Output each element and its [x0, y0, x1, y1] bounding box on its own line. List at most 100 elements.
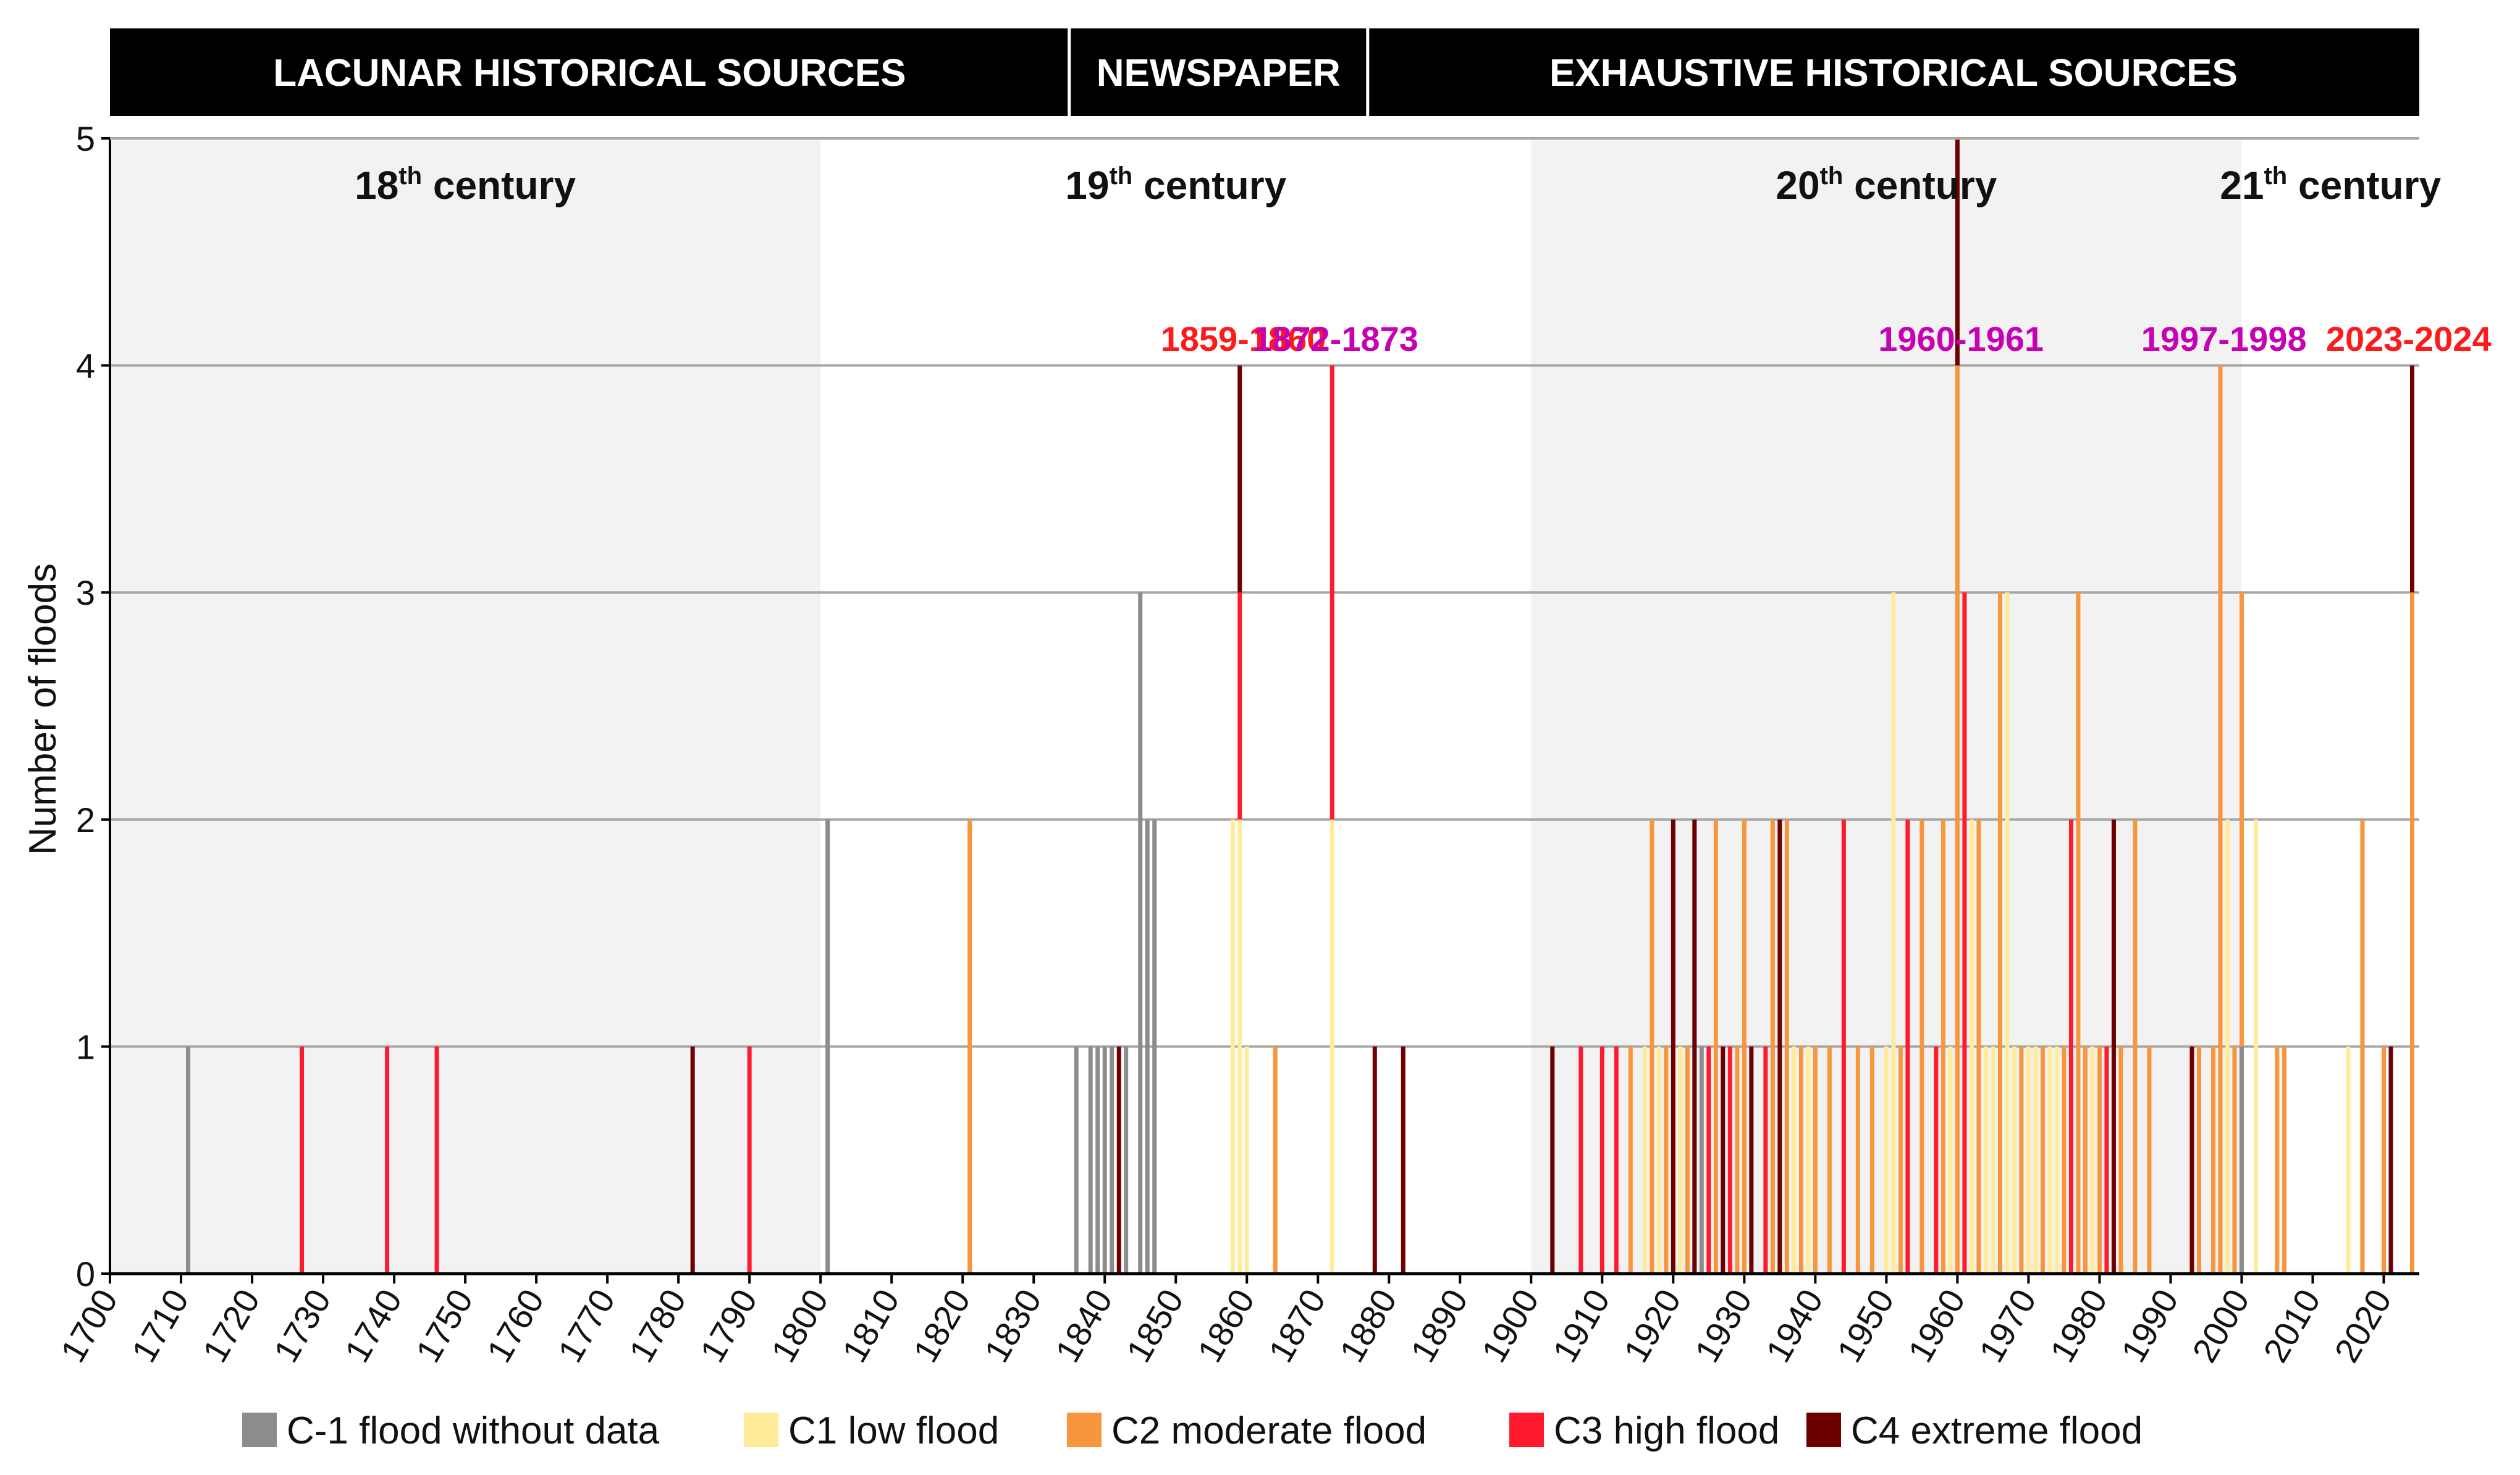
- bar-1967-C1-77: [2005, 592, 2010, 1274]
- legend-label-C2: C2 moderate flood: [1111, 1410, 1426, 1452]
- bar-1935-C4-51: [1777, 819, 1782, 1274]
- bar-1910-C3-30: [1599, 1046, 1604, 1274]
- x-tick-label-1960: 1960: [1900, 1283, 1973, 1369]
- bar-1944-C3-58: [1841, 819, 1846, 1274]
- x-tick-label-1830: 1830: [977, 1283, 1049, 1369]
- y-tick-label-5: 5: [76, 119, 95, 158]
- bar-1983-C2-93: [2118, 1046, 2123, 1274]
- bar-1918-C1-35: [1656, 1046, 1661, 1274]
- bar-1942-C2-57: [1827, 1046, 1832, 1274]
- bar-2024-C4-112: [2409, 365, 2414, 593]
- bar-1936-C2-52: [1784, 819, 1789, 1274]
- bar-1919-C2-36: [1664, 1046, 1669, 1274]
- bar-1999-C2-101: [2232, 1046, 2237, 1274]
- x-tick-label-1770: 1770: [550, 1283, 623, 1369]
- x-tick-label-1800: 1800: [764, 1283, 836, 1369]
- axes: [109, 137, 2419, 1275]
- bar-1946-C2-59: [1855, 1046, 1860, 1274]
- x-tick-label-1760: 1760: [479, 1283, 552, 1369]
- bar-1968-C1-78: [2012, 1046, 2016, 1274]
- x-tick-label-1990: 1990: [2113, 1283, 2186, 1369]
- bar-1924-Cm1-41: [1699, 1046, 1704, 1274]
- bar-1970-C1-80: [2026, 1046, 2031, 1274]
- bar-1739-C3-2: [385, 1046, 390, 1274]
- bar-1955-C2-65: [1919, 819, 1924, 1274]
- y-tick-label-0: 0: [76, 1254, 95, 1293]
- bar-1975-C2-85: [2062, 1046, 2067, 1274]
- bar-2002-C1-104: [2253, 819, 2258, 1274]
- bar-1962-C1-72: [1969, 819, 1974, 1274]
- century-number: 20: [1776, 163, 1819, 208]
- annotation-0: 1859-1860: [1161, 319, 1326, 358]
- annotation-1: 1872-1873: [1253, 319, 1418, 358]
- legend-swatch-C1: [744, 1413, 778, 1447]
- bar-1843-Cm1-14: [1124, 1046, 1129, 1274]
- century-backgrounds: [110, 138, 2242, 1274]
- legend-swatch-C4: [1806, 1413, 1841, 1447]
- x-tick-label-1910: 1910: [1545, 1283, 1617, 1369]
- century-suffix: th: [1820, 162, 1844, 190]
- header-band-1: [1069, 28, 1368, 116]
- bar-1907-C3-29: [1578, 1046, 1583, 1274]
- header-band-0: [110, 28, 1069, 116]
- x-tick-label-1710: 1710: [124, 1283, 196, 1369]
- bar-1981-C3-91: [2104, 1046, 2109, 1274]
- y-tick-label-2: 2: [76, 801, 95, 839]
- x-tick-label-1730: 1730: [266, 1283, 339, 1369]
- bar-1930-C2-47: [1742, 819, 1747, 1274]
- x-tick-label-1890: 1890: [1403, 1283, 1475, 1369]
- bar-1973-C1-83: [2047, 1046, 2052, 1274]
- header-band-2: [1367, 28, 2419, 116]
- bar-1711-Cm1-0: [186, 1046, 191, 1274]
- century-number: 21: [2220, 163, 2264, 208]
- bar-1974-C1-84: [2054, 1046, 2059, 1274]
- bar-1923-C4-40: [1692, 819, 1697, 1274]
- flood-bars: [186, 138, 2414, 1274]
- bar-1914-C2-32: [1628, 1046, 1633, 1274]
- century-suffix: th: [398, 162, 422, 190]
- bar-1959-C1-68: [1948, 1046, 1953, 1274]
- bar-1845-Cm1-15: [1138, 592, 1143, 1274]
- x-tick-label-1740: 1740: [337, 1283, 410, 1369]
- century-labels: 18th century 19th century 20th century 21th…: [355, 162, 2441, 208]
- century-band-0: [110, 138, 821, 1274]
- legend-label-C3: C3 high flood: [1554, 1410, 1779, 1452]
- bar-1963-C2-73: [1976, 819, 1981, 1274]
- century-label-2: 20th century: [1776, 162, 1997, 208]
- annotation-3: 1997-1998: [2141, 319, 2307, 358]
- century-suffix: th: [2264, 162, 2287, 190]
- bar-1933-C3-49: [1763, 1046, 1768, 1274]
- bar-1782-C4-4: [690, 1046, 695, 1274]
- bar-1838-Cm1-9: [1088, 1046, 1093, 1274]
- bar-1878-C4-26: [1372, 1046, 1377, 1274]
- century-label-1: 19th century: [1065, 162, 1286, 208]
- y-tick-label-3: 3: [76, 573, 95, 612]
- bar-1934-C2-50: [1770, 819, 1775, 1274]
- legend-label-C4: C4 extreme flood: [1851, 1410, 2143, 1452]
- x-tick-label-1930: 1930: [1687, 1283, 1759, 1369]
- x-tick-label-1750: 1750: [408, 1283, 481, 1369]
- bar-2005-C2-105: [2275, 1046, 2280, 1274]
- header-label-1: NEWSPAPER: [1097, 52, 1341, 95]
- bar-2000-Cm1-102: [2239, 1046, 2244, 1274]
- bar-1846-Cm1-16: [1145, 819, 1150, 1274]
- legend-swatch-Cm1: [242, 1413, 277, 1447]
- bar-1996-C2-98: [2210, 1046, 2215, 1274]
- century-word: century: [1843, 163, 1997, 208]
- bar-1957-C3-66: [1934, 1046, 1939, 1274]
- annotation-2: 1960-1961: [1878, 319, 2044, 358]
- legend-label-Cm1: C-1 flood without data: [287, 1410, 660, 1452]
- bar-1982-C4-92: [2111, 819, 2116, 1274]
- bar-1872-C3-25: [1330, 365, 1334, 820]
- bar-1790-C3-5: [747, 1046, 752, 1274]
- bar-1960-C2-69: [1955, 365, 1960, 1274]
- century-number: 19: [1065, 163, 1109, 208]
- bar-1841-Cm1-12: [1110, 1046, 1115, 1274]
- y-axis-title: Number of floods: [22, 563, 64, 855]
- bar-2020-C2-109: [2381, 1046, 2386, 1274]
- bar-1965-C1-75: [1991, 1046, 1995, 1274]
- bar-1980-C2-90: [2097, 1046, 2102, 1274]
- century-label-0: 18th century: [355, 162, 576, 208]
- bar-1987-C2-95: [2147, 1046, 2152, 1274]
- bar-2006-C2-106: [2282, 1046, 2286, 1274]
